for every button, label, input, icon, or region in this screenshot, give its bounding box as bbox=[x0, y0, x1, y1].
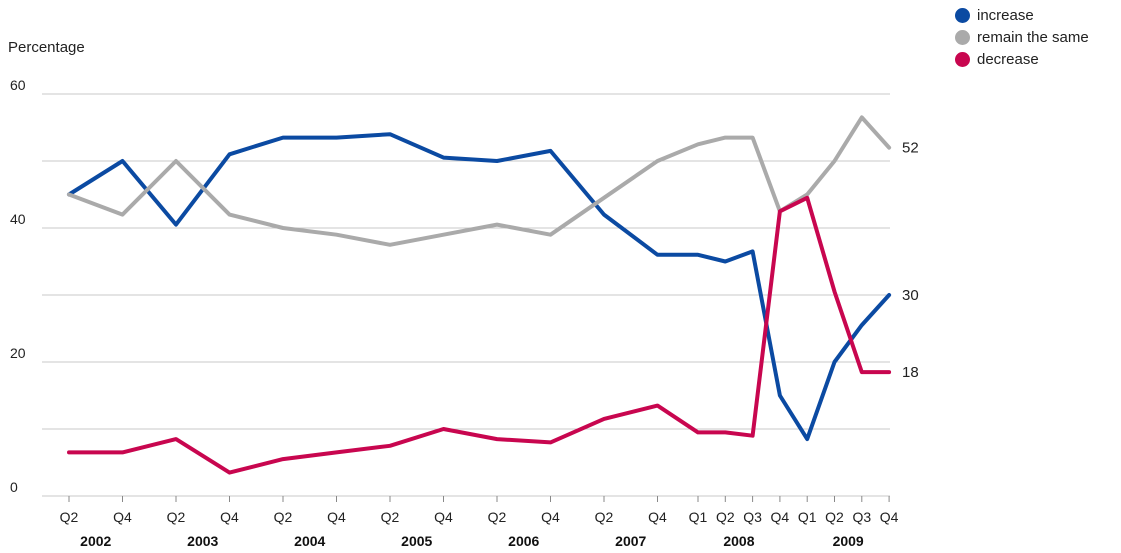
legend-swatch-decrease bbox=[955, 51, 970, 67]
end-labels: 30 52 18 bbox=[902, 140, 919, 381]
year-label: 2004 bbox=[294, 533, 325, 549]
y-tick-label: 60 bbox=[10, 77, 26, 93]
series-line-remain-the-same bbox=[67, 115, 892, 247]
x-tick-label: Q3 bbox=[852, 509, 871, 525]
x-tick-label: Q2 bbox=[595, 509, 614, 525]
x-tick-label: Q4 bbox=[771, 509, 790, 525]
x-tick-label: Q4 bbox=[541, 509, 560, 525]
x-tick-label: Q4 bbox=[220, 509, 239, 525]
y-tick-label: 20 bbox=[10, 345, 26, 361]
x-tick-label: Q2 bbox=[488, 509, 507, 525]
legend: increase remain the same decrease bbox=[955, 4, 1089, 70]
x-tick-label: Q2 bbox=[716, 509, 735, 525]
x-tick-label: Q3 bbox=[743, 509, 762, 525]
legend-label-decrease: decrease bbox=[977, 50, 1039, 68]
series-lines bbox=[67, 115, 892, 475]
x-tick-label: Q2 bbox=[167, 509, 186, 525]
x-tick-label: Q4 bbox=[880, 509, 899, 525]
year-label: 2008 bbox=[723, 533, 754, 549]
x-tick-label: Q2 bbox=[381, 509, 400, 525]
year-label: 2007 bbox=[615, 533, 646, 549]
year-label: 2009 bbox=[833, 533, 864, 549]
x-tick-label: Q2 bbox=[825, 509, 844, 525]
x-axis: Q2 Q4 Q2 Q4 Q2 Q4 Q2 Q4 Q2 Q4 Q2 Q4 Q1 Q2 Q3 Q4 Q1 Q2 Q3 Q4… bbox=[60, 496, 899, 549]
x-tick-label: Q2 bbox=[60, 509, 79, 525]
legend-item-decrease: decrease bbox=[955, 48, 1089, 70]
end-label-remain-the-same: 52 bbox=[902, 140, 919, 157]
year-label: 2002 bbox=[80, 533, 111, 549]
x-tick-label: Q1 bbox=[798, 509, 817, 525]
legend-swatch-increase bbox=[955, 7, 970, 23]
y-tick-label: 40 bbox=[10, 211, 26, 227]
series-line-decrease bbox=[67, 195, 892, 475]
x-tick-label: Q1 bbox=[689, 509, 708, 525]
legend-item-increase: increase bbox=[955, 4, 1089, 26]
end-label-increase: 30 bbox=[902, 287, 919, 304]
y-axis-label: Percentage bbox=[8, 39, 85, 56]
year-label: 2006 bbox=[508, 533, 539, 549]
year-label: 2005 bbox=[401, 533, 432, 549]
x-tick-label: Q4 bbox=[434, 509, 453, 525]
y-tick-label: 0 bbox=[10, 479, 18, 495]
legend-swatch-remain bbox=[955, 29, 970, 45]
legend-label-remain: remain the same bbox=[977, 28, 1089, 46]
legend-item-remain: remain the same bbox=[955, 26, 1089, 48]
series-line-increase bbox=[67, 132, 892, 442]
end-label-decrease: 18 bbox=[902, 364, 919, 381]
year-label: 2003 bbox=[187, 533, 218, 549]
x-tick-label: Q4 bbox=[327, 509, 346, 525]
legend-label-increase: increase bbox=[977, 6, 1034, 24]
x-tick-label: Q4 bbox=[648, 509, 667, 525]
x-tick-label: Q4 bbox=[113, 509, 132, 525]
y-axis-ticks: 0 20 40 60 bbox=[10, 77, 26, 495]
x-tick-label: Q2 bbox=[274, 509, 293, 525]
